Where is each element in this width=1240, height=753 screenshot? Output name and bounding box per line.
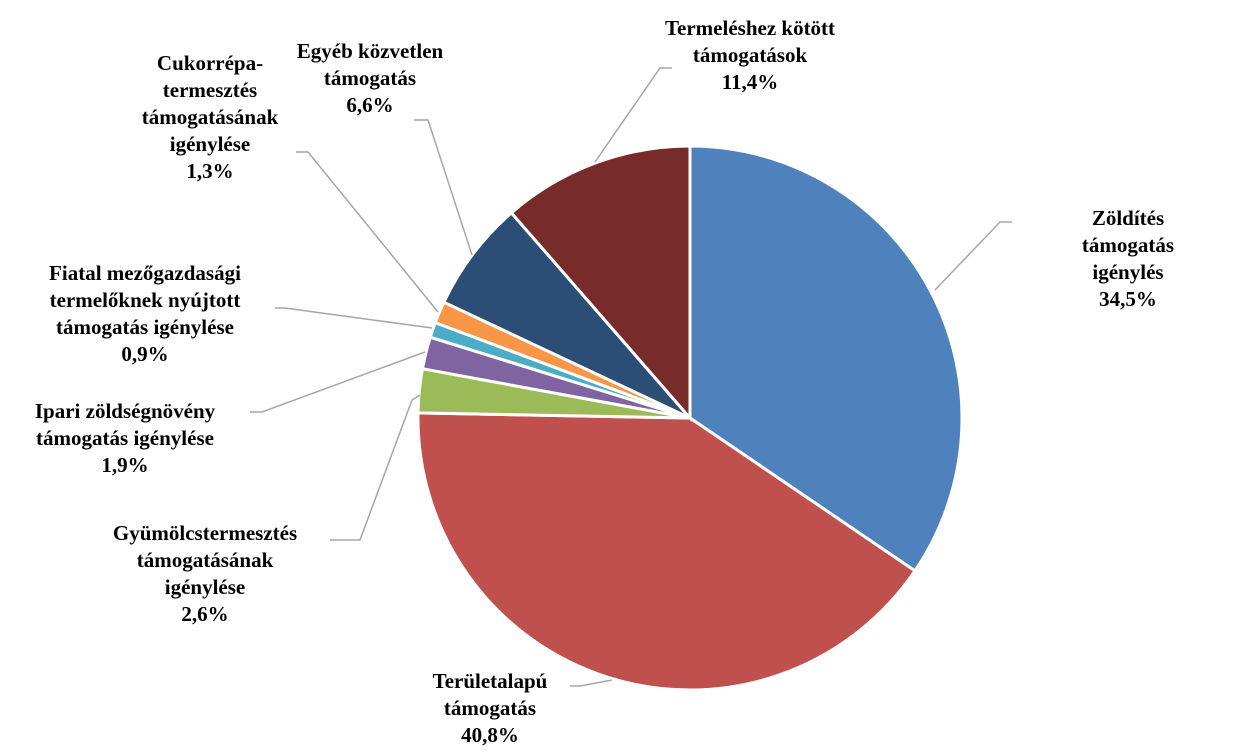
value-label: 1,9% [101, 453, 149, 477]
slice-label: Termeléshez kötött támogatások 11,4% [665, 15, 835, 96]
pie-slice [441, 210, 692, 420]
slice-label: Zöldítés támogatás igénylés 34,5% [1072, 205, 1184, 313]
value-label: 2,6% [181, 602, 229, 626]
leader-line [296, 151, 439, 313]
value-label: 0,9% [121, 342, 169, 366]
pie-slice [688, 144, 964, 573]
value-label: 40,8% [461, 723, 519, 747]
leader-line [934, 221, 1012, 291]
leader-line [250, 351, 426, 413]
slice-label: Fiatal mezőgazdasági termelőknek nyújtot… [49, 260, 241, 368]
value-label: 6,6% [346, 93, 394, 117]
category-label: Területalapú támogatás [432, 669, 548, 720]
leader-line [275, 307, 433, 329]
slice-label: Területalapú támogatás 40,8% [433, 668, 548, 749]
value-label: 11,4% [721, 70, 779, 94]
category-label: Fiatal mezőgazdasági termelőknek nyújtot… [49, 261, 241, 339]
category-label: Termeléshez kötött támogatások [664, 16, 836, 67]
slice-label: Ipari zöldségnövény támogatás igénylése 1… [35, 398, 215, 479]
leader-line [594, 67, 672, 163]
category-label: Cukorrépa- termesztés támogatásának igén… [141, 51, 279, 156]
pie-slice [509, 144, 692, 423]
category-label: Egyéb közvetlen támogatás [296, 39, 444, 90]
slice-label: Cukorrépa- termesztés támogatásának igén… [142, 50, 279, 185]
category-label: Ipari zöldségnövény támogatás igénylése [34, 399, 216, 450]
leader-line [414, 119, 473, 256]
pie-slice [416, 411, 918, 692]
category-label: Zöldítés támogatás igénylés [1081, 206, 1175, 284]
value-label: 34,5% [1099, 287, 1157, 311]
slice-label: Gyümölcstermesztés támogatásának igénylé… [113, 520, 297, 628]
value-label: 1,3% [186, 159, 234, 183]
slice-label: Egyéb közvetlen támogatás 6,6% [297, 38, 443, 119]
leader-line [330, 394, 421, 541]
category-label: Gyümölcstermesztés támogatásának igénylé… [112, 521, 298, 599]
leader-line [570, 679, 613, 687]
